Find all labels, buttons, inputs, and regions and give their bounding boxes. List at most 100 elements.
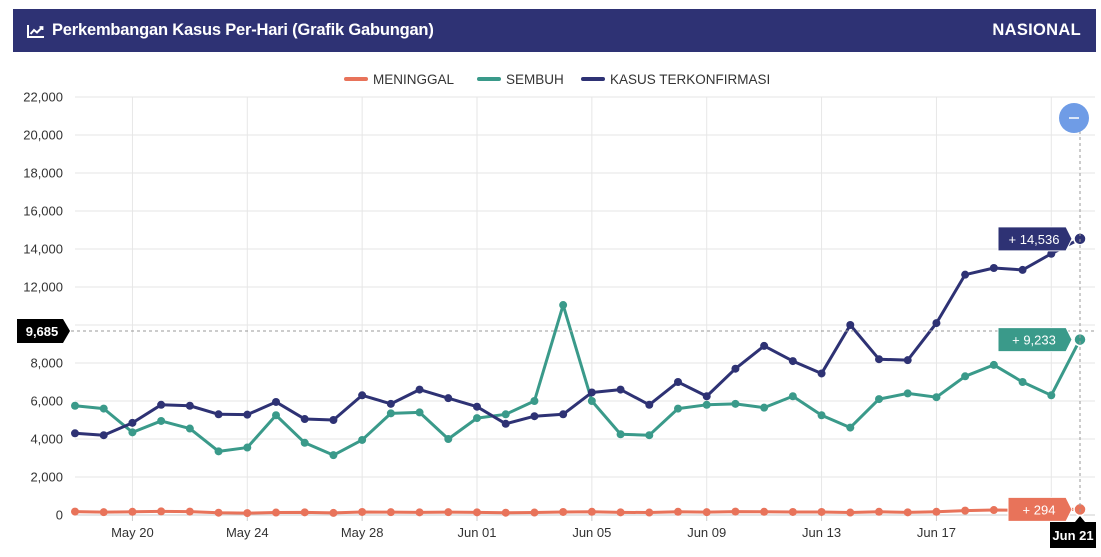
data-point[interactable] [501, 419, 510, 428]
data-point[interactable] [788, 357, 797, 366]
data-point[interactable] [1073, 332, 1087, 347]
data-point[interactable] [875, 355, 883, 364]
data-point[interactable] [616, 508, 625, 517]
data-point[interactable] [702, 508, 711, 517]
data-point[interactable] [961, 506, 970, 515]
data-point[interactable] [128, 418, 137, 427]
data-point[interactable] [932, 393, 941, 402]
data-point[interactable] [300, 415, 309, 424]
data-point[interactable] [1073, 232, 1087, 246]
data-point[interactable] [329, 451, 338, 460]
data-point[interactable] [760, 507, 769, 516]
zoom-out-button[interactable] [1059, 103, 1089, 133]
data-point[interactable] [329, 508, 338, 517]
data-point[interactable] [358, 507, 367, 516]
data-point[interactable] [645, 508, 654, 517]
data-point[interactable] [645, 400, 654, 409]
data-point[interactable] [185, 401, 194, 410]
data-point[interactable] [788, 507, 797, 516]
data-point[interactable] [99, 508, 108, 517]
data-point[interactable] [1047, 249, 1056, 258]
data-point[interactable] [961, 270, 970, 279]
data-point[interactable] [731, 507, 740, 516]
data-point[interactable] [559, 410, 568, 419]
data-point[interactable] [846, 321, 855, 329]
data-point[interactable] [329, 416, 338, 424]
data-point[interactable] [386, 409, 395, 418]
data-point[interactable] [530, 397, 539, 405]
legend-item-meninggal[interactable]: MENINGGAL [344, 72, 455, 87]
data-point[interactable] [415, 508, 424, 517]
data-point[interactable] [358, 435, 367, 444]
data-point[interactable] [272, 397, 280, 406]
data-point[interactable] [473, 414, 481, 423]
data-point[interactable] [731, 364, 740, 373]
data-point[interactable] [674, 507, 682, 516]
data-point[interactable] [415, 385, 424, 394]
data-point[interactable] [71, 507, 79, 516]
data-point[interactable] [128, 507, 137, 516]
data-point[interactable] [875, 395, 883, 404]
data-point[interactable] [616, 385, 625, 394]
data-point[interactable] [444, 508, 453, 517]
data-point[interactable] [731, 399, 740, 408]
data-point[interactable] [875, 507, 883, 516]
data-point[interactable] [214, 508, 223, 517]
data-point[interactable] [760, 403, 769, 412]
data-point[interactable] [645, 431, 654, 440]
data-point[interactable] [846, 423, 855, 432]
data-point[interactable] [903, 508, 912, 517]
data-point[interactable] [587, 388, 596, 397]
data-point[interactable] [157, 400, 166, 409]
data-point[interactable] [157, 507, 166, 516]
data-point[interactable] [989, 264, 998, 272]
data-point[interactable] [846, 508, 855, 517]
combined-line-chart[interactable]: MENINGGAL SEMBUH KASUS TERKONFIRMASI 0 2,00… [0, 55, 1101, 552]
data-point[interactable] [932, 507, 941, 516]
data-point[interactable] [530, 412, 539, 421]
data-point[interactable] [587, 507, 596, 516]
data-point[interactable] [932, 319, 941, 328]
data-point[interactable] [358, 391, 367, 400]
data-point[interactable] [674, 404, 682, 413]
data-point[interactable] [616, 430, 625, 439]
data-point[interactable] [243, 509, 252, 518]
data-point[interactable] [386, 508, 395, 517]
data-point[interactable] [157, 416, 166, 425]
data-point[interactable] [817, 507, 826, 516]
data-point[interactable] [99, 431, 108, 440]
data-point[interactable] [1018, 378, 1027, 386]
data-point[interactable] [559, 301, 568, 310]
data-point[interactable] [71, 401, 79, 410]
chart-area[interactable]: MENINGGAL SEMBUH KASUS TERKONFIRMASI 0 2,00… [0, 55, 1101, 552]
data-point[interactable] [473, 508, 481, 517]
data-point[interactable] [243, 410, 252, 419]
data-point[interactable] [185, 424, 194, 433]
data-point[interactable] [989, 506, 998, 515]
legend-item-kasus-terkonfirmasi[interactable]: KASUS TERKONFIRMASI [581, 72, 770, 87]
data-point[interactable] [99, 404, 108, 413]
data-point[interactable] [272, 411, 280, 420]
data-point[interactable] [71, 429, 79, 438]
data-point[interactable] [702, 392, 711, 401]
data-point[interactable] [587, 397, 596, 405]
data-point[interactable] [128, 428, 137, 437]
data-point[interactable] [989, 360, 998, 369]
data-point[interactable] [300, 508, 309, 517]
data-point[interactable] [903, 389, 912, 398]
data-point[interactable] [817, 411, 826, 420]
data-point[interactable] [1047, 391, 1056, 400]
legend-item-sembuh[interactable]: SEMBUH [477, 72, 564, 87]
data-point[interactable] [817, 369, 826, 378]
data-point[interactable] [243, 443, 252, 452]
data-point[interactable] [559, 507, 568, 516]
data-point[interactable] [214, 447, 223, 456]
data-point[interactable] [185, 507, 194, 516]
data-point[interactable] [300, 438, 309, 447]
data-point[interactable] [444, 394, 453, 403]
data-point[interactable] [961, 372, 970, 381]
data-point[interactable] [444, 435, 453, 443]
data-point[interactable] [1018, 265, 1027, 274]
data-point[interactable] [702, 400, 711, 409]
data-point[interactable] [386, 399, 395, 408]
